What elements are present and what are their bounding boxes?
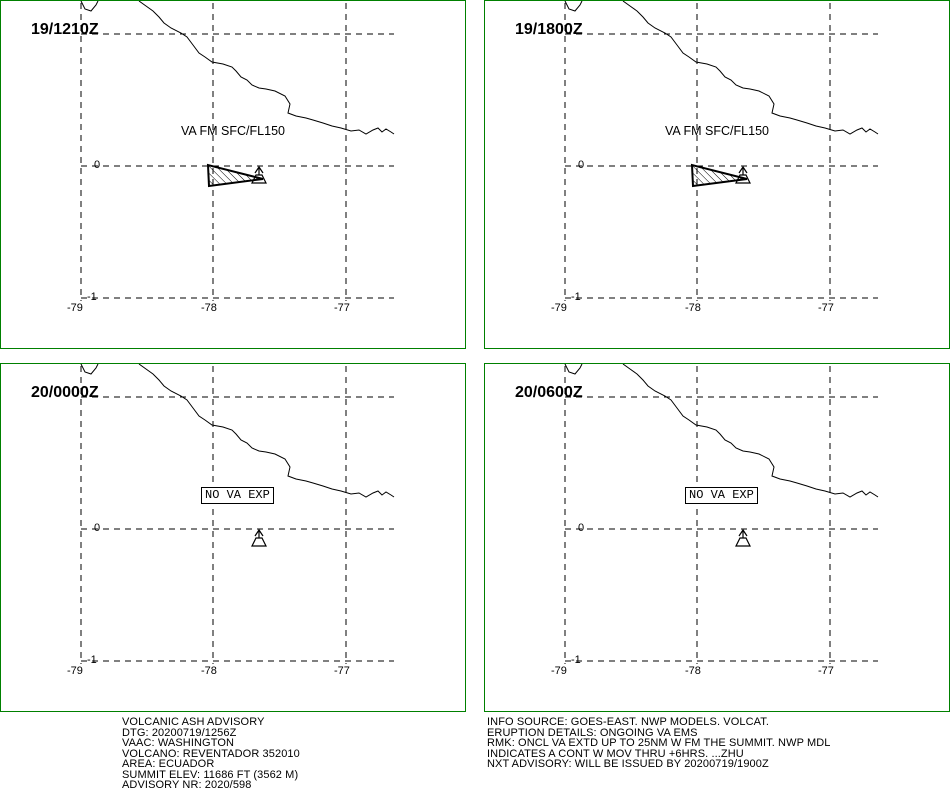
lon-tick-minus77: -77 bbox=[334, 665, 350, 677]
volcano-icon bbox=[735, 528, 751, 547]
coastline bbox=[564, 1, 879, 135]
advisory-line: VAAC: WASHINGTON bbox=[122, 737, 235, 749]
lat-tick-0: 0 bbox=[578, 159, 585, 171]
forecast-panel-1: 19/1210Z VA FM SFC/FL150 0 -1 -79 -78 -7… bbox=[0, 0, 466, 349]
advisory-line: SUMMIT ELEV: 11686 FT (3562 M) bbox=[122, 768, 299, 781]
lon-tick-minus77: -77 bbox=[334, 302, 350, 314]
volcano-icon bbox=[251, 165, 267, 184]
advisory-line: NXT ADVISORY: WILL BE ISSUED BY 20200719… bbox=[487, 758, 769, 770]
lon-tick-minus78: -78 bbox=[201, 302, 217, 314]
graticule bbox=[80, 3, 394, 301]
lon-tick-minus77: -77 bbox=[818, 302, 834, 314]
lon-tick-minus78: -78 bbox=[685, 302, 701, 314]
graticule bbox=[564, 366, 878, 664]
advisory-line: ERUPTION DETAILS: ONGOING VA EMS bbox=[487, 726, 698, 739]
panel-time-label: 19/1210Z bbox=[31, 21, 99, 38]
advisory-info-right: INFO SOURCE: GOES-EAST. NWP MODELS. VOLC… bbox=[487, 717, 831, 770]
graticule bbox=[564, 3, 878, 301]
advisory-info-left: VOLCANIC ASH ADVISORY DTG: 20200719/1256… bbox=[122, 717, 300, 791]
lon-tick-minus78: -78 bbox=[201, 665, 217, 677]
advisory-line: VOLCANO: REVENTADOR 352010 bbox=[122, 747, 300, 760]
advisory-line: VOLCANIC ASH ADVISORY bbox=[122, 716, 265, 728]
forecast-panel-4: 20/0600Z NO VA EXP 0 -1 -79 -78 -77 bbox=[484, 363, 950, 712]
lat-tick-0: 0 bbox=[94, 522, 101, 534]
map-panel-2 bbox=[564, 1, 879, 301]
advisory-line: INFO SOURCE: GOES-EAST. NWP MODELS. VOLC… bbox=[487, 716, 769, 728]
ash-area-polygon bbox=[690, 163, 748, 188]
ash-area-polygon bbox=[206, 163, 264, 188]
advisory-line: RMK: ONCL VA EXTD UP TO 25NM W FM THE SU… bbox=[487, 737, 831, 749]
advisory-line: DTG: 20200719/1256Z bbox=[122, 726, 237, 739]
advisory-line: INDICATES A CONT W MOV THRU +6HRS. ...ZH… bbox=[487, 747, 744, 760]
lon-tick-minus79: -79 bbox=[551, 665, 567, 677]
panel-time-label: 20/0600Z bbox=[515, 384, 583, 401]
lat-tick-0: 0 bbox=[94, 159, 101, 171]
lat-tick-minus1: -1 bbox=[571, 291, 581, 303]
coastline bbox=[80, 1, 395, 135]
forecast-panel-3: 20/0000Z NO VA EXP 0 -1 -79 -78 -77 bbox=[0, 363, 466, 712]
lat-tick-minus1: -1 bbox=[571, 654, 581, 666]
lon-tick-minus79: -79 bbox=[67, 665, 83, 677]
volcano-icon bbox=[735, 165, 751, 184]
coastline bbox=[564, 364, 879, 498]
lat-tick-minus1: -1 bbox=[87, 654, 97, 666]
advisory-line: AREA: ECUADOR bbox=[122, 758, 215, 770]
panel-time-label: 19/1800Z bbox=[515, 21, 583, 38]
advisory-line: ADVISORY NR: 2020/598 bbox=[122, 779, 252, 791]
no-va-expected-box: NO VA EXP bbox=[201, 487, 274, 504]
lon-tick-minus79: -79 bbox=[551, 302, 567, 314]
map-panel-4 bbox=[564, 364, 879, 664]
panel-time-label: 20/0000Z bbox=[31, 384, 99, 401]
va-level-label: VA FM SFC/FL150 bbox=[665, 124, 769, 138]
lon-tick-minus77: -77 bbox=[818, 665, 834, 677]
lon-tick-minus79: -79 bbox=[67, 302, 83, 314]
lat-tick-0: 0 bbox=[578, 522, 585, 534]
lon-tick-minus78: -78 bbox=[685, 665, 701, 677]
map-panel-1 bbox=[80, 1, 395, 301]
volcano-icon bbox=[251, 528, 267, 547]
graticule bbox=[80, 366, 394, 664]
no-va-expected-box: NO VA EXP bbox=[685, 487, 758, 504]
va-level-label: VA FM SFC/FL150 bbox=[181, 124, 285, 138]
lat-tick-minus1: -1 bbox=[87, 291, 97, 303]
map-panel-3 bbox=[80, 364, 395, 664]
forecast-panel-2: 19/1800Z VA FM SFC/FL150 0 -1 -79 -78 -7… bbox=[484, 0, 950, 349]
coastline bbox=[80, 364, 395, 498]
